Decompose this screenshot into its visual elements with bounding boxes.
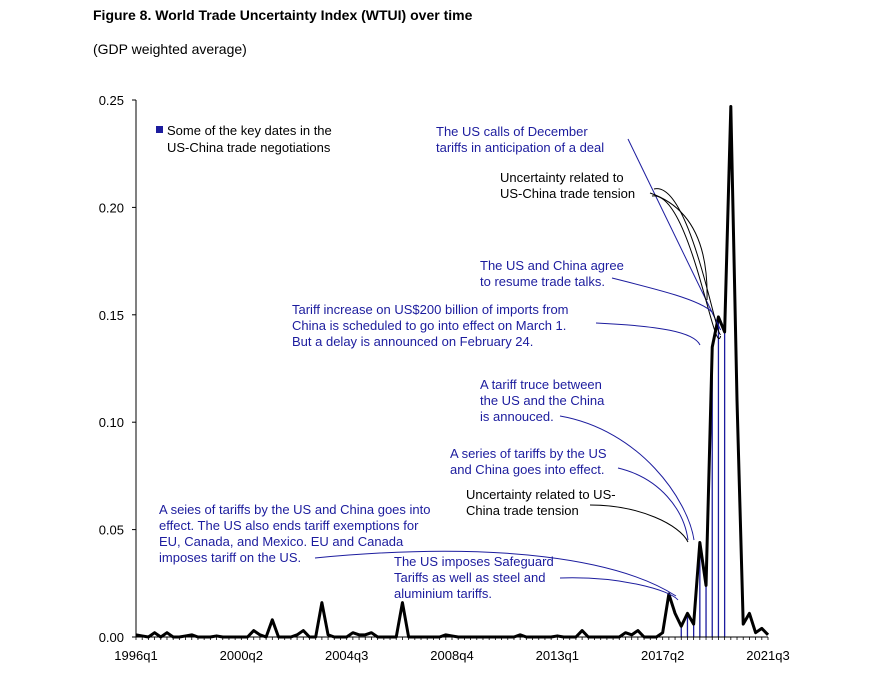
y-tick-label: 0.00: [99, 630, 124, 645]
annotation-7-line-2: China trade tension: [466, 503, 579, 518]
annotation-8-line-3: EU, Canada, and Mexico. EU and Canada: [159, 534, 404, 549]
annotation-4-line-2: China is scheduled to go into effect on …: [292, 318, 566, 333]
y-tick-label: 0.15: [99, 308, 124, 323]
annotation-5-line-3: is annouced.: [480, 409, 554, 424]
y-tick-label: 0.05: [99, 523, 124, 538]
x-tick-label-2017q2: 2017q2: [641, 648, 684, 663]
y-tick-label: 0.20: [99, 200, 124, 215]
annotation-4-line-3: But a delay is announced on February 24.: [292, 334, 533, 349]
x-tick-label-2004q3: 2004q3: [325, 648, 368, 663]
y-tick-label: 0.25: [99, 93, 124, 108]
annotation-9-line-1: The US imposes Safeguard: [394, 554, 554, 569]
x-tick-label-2000q2: 2000q2: [220, 648, 263, 663]
annotation-9-line-3: aluminium tariffs.: [394, 586, 492, 601]
annotation-leader-9: [589, 504, 689, 543]
x-tick-label-2021q3: 2021q3: [746, 648, 789, 663]
annotation-leader-2: [651, 195, 722, 340]
annotation-5-line-1: A tariff truce between: [480, 377, 602, 392]
x-axis-ticks: 1996q1 2000q2 2004q3 2008q4 2013q1 2017q2 2021…: [114, 637, 790, 663]
annotation-7-line-1: Uncertainty related to US-: [466, 487, 616, 502]
annotation-3-line-1: The US and China agree: [480, 258, 624, 273]
series-layer: [135, 104, 770, 639]
annotation-8-line-4: imposes tariff on the US.: [159, 550, 301, 565]
annotation-4-line-1: Tariff increase on US$200 billion of imp…: [292, 302, 569, 317]
annotation-5-line-2: the US and the China: [480, 393, 605, 408]
annotation-3-line-2: to resume trade talks.: [480, 274, 605, 289]
annotation-leader-6: [595, 322, 701, 346]
y-axis-ticks: 0.00 0.05 0.10 0.15 0.20 0.25: [99, 93, 136, 645]
annotation-6-line-2: and China goes into effect.: [450, 462, 604, 477]
x-tick-label-2013q1: 2013q1: [536, 648, 579, 663]
annotation-leader-7: [559, 415, 695, 541]
x-tick-label-1996q1: 1996q1: [114, 648, 157, 663]
chart-subtitle: (GDP weighted average): [93, 41, 247, 57]
key-date-bars: [680, 316, 726, 637]
legend-line-2: US-China trade negotiations: [167, 140, 331, 155]
annotation-8-line-2: effect. The US also ends tariff exemptio…: [159, 518, 419, 533]
y-tick-label: 0.10: [99, 415, 124, 430]
annotation-leader-11: [559, 577, 679, 601]
annotation-8-line-1: A seies of tariffs by the US and China g…: [159, 502, 430, 517]
annotation-1-line-2: tariffs in anticipation of a deal: [436, 140, 604, 155]
annotation-1-line-1: The US calls of December: [436, 124, 588, 139]
annotation-2-line-1: Uncertainty related to: [500, 170, 624, 185]
legend: Some of the key dates in the US-China tr…: [156, 123, 332, 155]
annotation-9-line-2: Tariffs as well as steel and: [394, 570, 546, 585]
annotation-6-line-1: A series of tariffs by the US: [450, 446, 607, 461]
annotation-2-line-2: US-China trade tension: [500, 186, 635, 201]
annotation-leaders: [314, 138, 722, 601]
chart-title: Figure 8. World Trade Uncertainty Index …: [93, 7, 473, 23]
annotation-leader-8: [617, 467, 689, 541]
legend-line-1: Some of the key dates in the: [167, 123, 332, 138]
annotation-leader-10: [314, 550, 677, 597]
annotation-leader-3: [653, 188, 722, 335]
x-tick-label-2008q4: 2008q4: [430, 648, 473, 663]
annotation-leader-5: [611, 277, 713, 313]
legend-swatch: [156, 126, 163, 133]
wtui-series-line: [135, 104, 770, 639]
annotation-leader-4: [649, 192, 708, 301]
